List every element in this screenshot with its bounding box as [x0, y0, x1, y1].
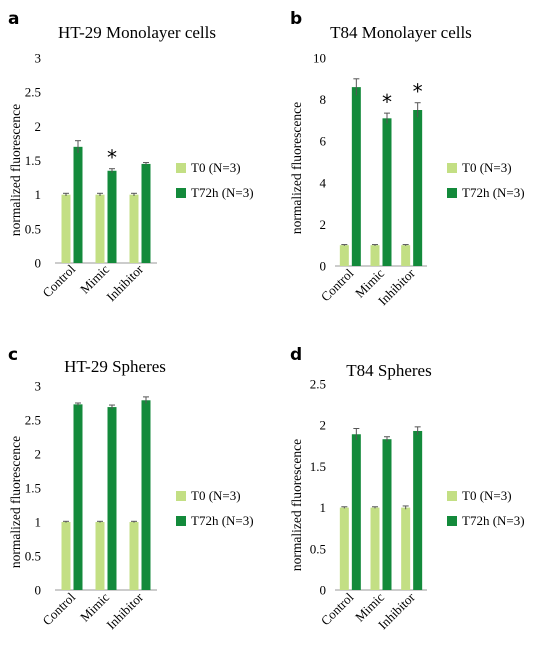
y-tick-label: 4 — [320, 175, 327, 190]
y-tick-label: 10 — [313, 51, 326, 66]
legend-swatch — [176, 516, 186, 526]
chart-title: T84 Spheres — [346, 361, 431, 380]
y-tick-label: 0 — [35, 583, 42, 598]
chart-panel-b: b T84 Monolayer cells normalized fluoresce… — [289, 9, 525, 308]
x-tick-label: Control — [39, 589, 78, 628]
y-tick-label: 2 — [35, 447, 42, 462]
legend-swatch — [447, 491, 457, 501]
bar-t0 — [61, 522, 71, 590]
bar-t0 — [95, 522, 105, 590]
y-tick-label: 2.5 — [25, 85, 41, 100]
y-tick-label: 0 — [320, 583, 327, 598]
chart-title: T84 Monolayer cells — [330, 23, 472, 42]
chart-panel-d: d T84 Spheres normalized fluorescence 0 0.5 1… — [289, 345, 525, 632]
bar-t0 — [129, 194, 139, 263]
bar-t72h — [351, 87, 361, 267]
panel-letter: d — [290, 345, 302, 365]
significance-star: * — [413, 80, 423, 104]
legend-label: T0 (N=3) — [191, 160, 241, 175]
y-axis-label: normalized fluorescence — [8, 104, 23, 236]
x-tick-label: Control — [39, 261, 78, 300]
y-tick-label: 2.5 — [310, 377, 326, 392]
legend-swatch — [447, 163, 457, 173]
legend-swatch — [176, 491, 186, 501]
y-tick-label: 2 — [35, 119, 42, 134]
y-tick-label: 0 — [35, 256, 42, 271]
significance-star: * — [107, 146, 117, 170]
bar-t72h — [141, 400, 151, 590]
x-tick-label: Inhibitor — [103, 589, 146, 632]
bar-t0 — [95, 194, 105, 263]
y-tick-label: 1 — [320, 500, 327, 515]
y-tick-label: 2.5 — [25, 413, 41, 428]
significance-star: * — [382, 90, 392, 114]
legend-label: T0 (N=3) — [462, 160, 512, 175]
y-tick-label: 1 — [35, 515, 42, 530]
y-tick-label: 6 — [320, 134, 327, 149]
bar-t72h — [413, 430, 423, 590]
panel-letter: a — [8, 9, 19, 29]
y-tick-label: 1 — [35, 187, 42, 202]
y-tick-label: 1.5 — [25, 481, 41, 496]
bar-t72h — [73, 146, 83, 263]
bar-t72h — [382, 439, 392, 590]
chart-title: HT-29 Monolayer cells — [58, 23, 216, 42]
legend-swatch — [447, 516, 457, 526]
y-tick-label: 3 — [35, 379, 42, 394]
bar-t0 — [339, 507, 349, 590]
bar-t0 — [401, 245, 411, 266]
bar-t72h — [73, 404, 83, 590]
y-tick-label: 0.5 — [25, 221, 41, 236]
bar-t72h — [413, 110, 423, 266]
bar-t72h — [351, 434, 361, 590]
y-axis-label: normalized fluorescence — [8, 436, 23, 568]
legend-swatch — [447, 188, 457, 198]
y-axis-label: normalized fluorescence — [289, 102, 304, 234]
panel-letter: b — [290, 9, 302, 29]
y-tick-label: 2 — [320, 418, 327, 433]
bar-t72h — [107, 407, 117, 590]
bar-t72h — [141, 163, 151, 263]
bar-t0 — [401, 507, 411, 590]
chart-panel-a: a HT-29 Monolayer cells normalized fluores… — [8, 9, 254, 304]
y-tick-label: 0 — [320, 259, 327, 274]
y-tick-label: 0.5 — [25, 549, 41, 564]
legend-label: T72h (N=3) — [462, 185, 525, 200]
bar-t0 — [370, 245, 380, 266]
bar-t0 — [370, 507, 380, 590]
legend-label: T72h (N=3) — [191, 513, 254, 528]
panel-letter: c — [8, 345, 18, 365]
y-tick-label: 1.5 — [25, 153, 41, 168]
y-tick-label: 8 — [320, 92, 327, 107]
y-tick-label: 3 — [35, 51, 42, 66]
legend-swatch — [176, 163, 186, 173]
bar-t0 — [129, 522, 139, 590]
legend-label: T0 (N=3) — [462, 488, 512, 503]
bar-t72h — [107, 170, 117, 263]
chart-panel-c: c HT-29 Spheres normalized fluorescence 0 0.… — [8, 345, 254, 632]
chart-title: HT-29 Spheres — [64, 357, 166, 376]
legend-label: T72h (N=3) — [462, 513, 525, 528]
bar-t72h — [382, 118, 392, 266]
y-tick-label: 1.5 — [310, 459, 326, 474]
legend-swatch — [176, 188, 186, 198]
legend-label: T0 (N=3) — [191, 488, 241, 503]
bar-t0 — [61, 194, 71, 263]
legend-label: T72h (N=3) — [191, 185, 254, 200]
x-tick-label: Inhibitor — [103, 261, 146, 304]
y-axis-label: normalized fluorescence — [289, 439, 304, 571]
y-tick-label: 0.5 — [310, 541, 326, 556]
bar-t0 — [339, 245, 349, 266]
y-tick-label: 2 — [320, 217, 327, 232]
